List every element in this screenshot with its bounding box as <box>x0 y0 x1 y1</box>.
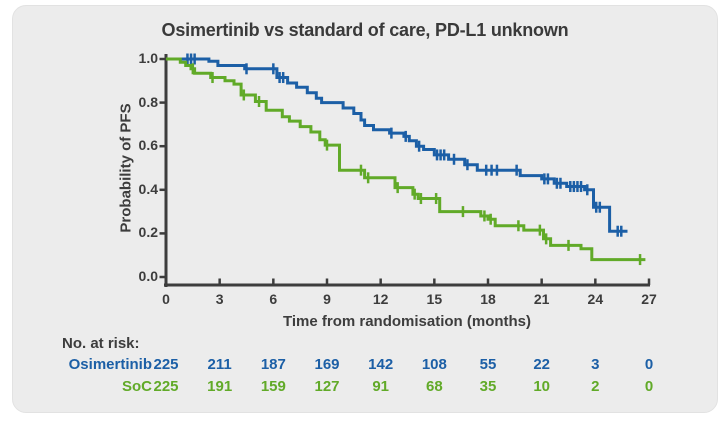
risk-row-label-soc: SoC <box>122 378 152 395</box>
x-tick-label: 27 <box>641 291 657 307</box>
risk-value: 2 <box>591 378 600 395</box>
risk-row-label-osimertinib: Osimertinib <box>68 356 152 373</box>
y-axis-title: Probability of PFS <box>117 103 135 233</box>
osimertinib-curve <box>166 57 628 233</box>
y-tick-label: 0.0 <box>138 268 158 284</box>
x-tick-label: 12 <box>372 291 389 307</box>
risk-value: 35 <box>479 378 497 395</box>
chart-title: Osimertinib vs standard of care, PD-L1 u… <box>161 20 569 40</box>
risk-value: 169 <box>314 356 340 373</box>
x-tick-label: 3 <box>215 291 224 307</box>
risk-value: 225 <box>153 356 179 373</box>
x-axis-title: Time from randomisation (months) <box>282 313 532 330</box>
risk-value: 127 <box>314 378 340 395</box>
risk-value: 108 <box>421 356 447 373</box>
risk-value: 225 <box>153 378 179 395</box>
risk-value: 3 <box>591 356 600 373</box>
no-at-risk-label: No. at risk: <box>62 335 140 352</box>
risk-value: 211 <box>207 356 232 373</box>
y-tick-label: 1.0 <box>138 50 158 66</box>
y-tick-label: 0.8 <box>138 93 158 110</box>
risk-value: 0 <box>644 356 654 373</box>
risk-value: 142 <box>368 356 394 373</box>
risk-value: 10 <box>533 378 550 395</box>
x-tick-label: 18 <box>480 291 496 307</box>
x-tick-label: 24 <box>587 291 604 307</box>
risk-value: 159 <box>260 378 286 395</box>
risk-value: 22 <box>533 356 550 373</box>
y-tick-label: 0.2 <box>138 224 158 241</box>
x-tick-label: 6 <box>269 291 278 307</box>
risk-value: 91 <box>372 378 389 395</box>
risk-value: 55 <box>479 356 497 373</box>
risk-value: 68 <box>425 378 443 395</box>
risk-value: 191 <box>207 378 233 395</box>
risk-value: 187 <box>260 356 286 373</box>
soc-curve <box>166 57 646 262</box>
x-tick-label: 21 <box>533 291 550 307</box>
x-tick-label: 0 <box>162 291 170 307</box>
x-tick-label: 15 <box>426 291 443 307</box>
x-tick-label: 9 <box>323 291 331 307</box>
risk-value: 0 <box>644 378 654 395</box>
y-tick-label: 0.4 <box>138 180 158 197</box>
y-tick-label: 0.6 <box>138 137 158 154</box>
